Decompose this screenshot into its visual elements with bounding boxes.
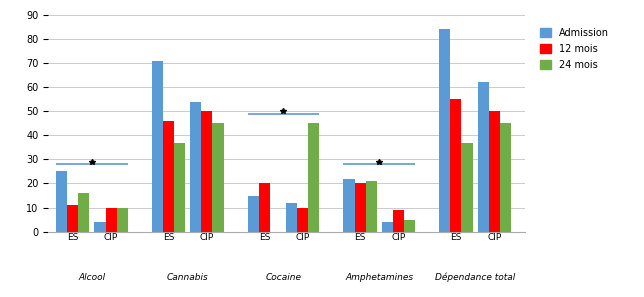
Text: Alcool: Alcool bbox=[79, 273, 106, 282]
Bar bbox=[355, 184, 366, 232]
Bar bbox=[79, 193, 90, 232]
Bar bbox=[477, 82, 489, 232]
Bar bbox=[382, 222, 393, 232]
Text: Cannabis: Cannabis bbox=[167, 273, 209, 282]
Bar bbox=[190, 102, 202, 232]
Bar bbox=[106, 208, 117, 232]
Bar bbox=[404, 219, 415, 232]
Text: Cocaine: Cocaine bbox=[265, 273, 301, 282]
Bar bbox=[462, 143, 473, 232]
Bar bbox=[248, 195, 259, 232]
Bar bbox=[259, 184, 270, 232]
Bar bbox=[56, 171, 67, 232]
Bar bbox=[343, 179, 355, 232]
Bar bbox=[202, 111, 213, 232]
Text: Amphetamines: Amphetamines bbox=[345, 273, 413, 282]
Bar bbox=[163, 121, 174, 232]
Bar bbox=[174, 143, 185, 232]
Bar bbox=[117, 208, 128, 232]
Legend: Admission, 12 mois, 24 mois: Admission, 12 mois, 24 mois bbox=[536, 24, 613, 73]
Bar bbox=[366, 181, 377, 232]
Bar bbox=[297, 208, 308, 232]
Bar bbox=[308, 123, 319, 232]
Bar bbox=[489, 111, 500, 232]
Text: Dépendance total: Dépendance total bbox=[435, 273, 515, 282]
Bar bbox=[450, 99, 462, 232]
Bar bbox=[213, 123, 223, 232]
Bar bbox=[286, 203, 297, 232]
Bar bbox=[439, 29, 450, 232]
Bar bbox=[152, 61, 163, 232]
Bar bbox=[500, 123, 511, 232]
Bar bbox=[393, 210, 404, 232]
Bar bbox=[95, 222, 106, 232]
Bar bbox=[67, 205, 79, 232]
